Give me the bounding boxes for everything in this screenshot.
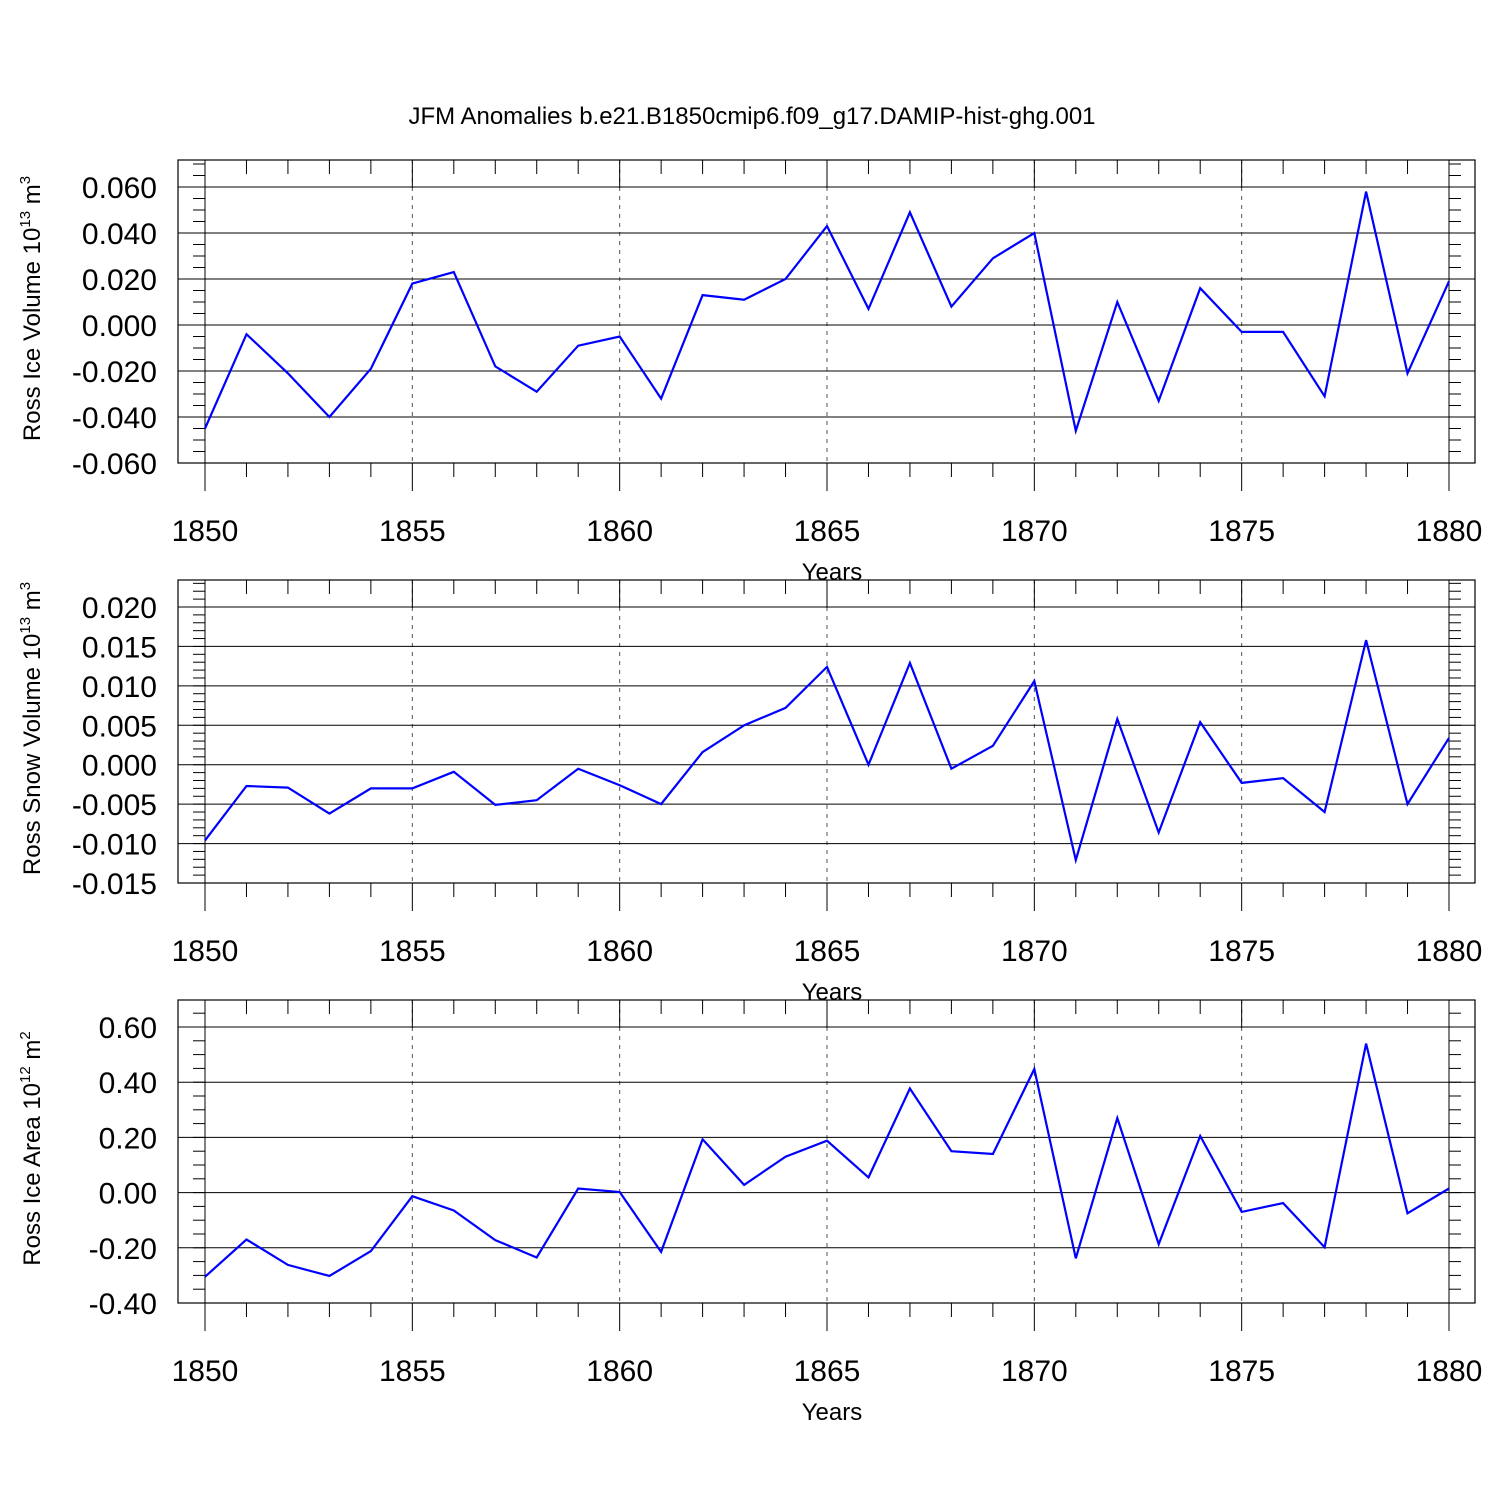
x-tick-label: 1855 <box>379 1355 446 1388</box>
x-axis-title: Years <box>802 559 863 586</box>
series-line-1 <box>204 1043 1450 1278</box>
y-tick-label: 0.60 <box>99 1012 157 1045</box>
y-tick-label: 0.005 <box>82 710 157 743</box>
y-axis-title: Ross Ice Volume 1013 m3 <box>17 176 46 441</box>
y-tick-label: 0.20 <box>99 1122 157 1155</box>
x-tick-label: 1875 <box>1208 1355 1275 1388</box>
y-tick-label: 0.060 <box>82 172 157 205</box>
chart-panel-2: 1850 1855 1860 1865 1870 1875 1880 -0.015 -0.010… <box>17 579 1483 1006</box>
x-tick-label: 1850 <box>172 935 239 968</box>
y-tick-label: -0.20 <box>89 1233 157 1266</box>
x-tick-label: 1860 <box>586 1355 653 1388</box>
y-tick-label: -0.040 <box>72 402 157 435</box>
x-tick-label: 1865 <box>794 935 861 968</box>
x-tick-label: 1860 <box>586 515 653 548</box>
y-tick-label: 0.40 <box>99 1067 157 1100</box>
y-tick-label: -0.005 <box>72 789 157 822</box>
y-axis-title: Ross Snow Volume 1013 m3 <box>17 582 46 875</box>
x-tick-label: 1855 <box>379 935 446 968</box>
y-tick-label: 0.010 <box>82 671 157 704</box>
x-axis-title: Years <box>802 979 863 1006</box>
y-tick-label: 0.000 <box>82 310 157 343</box>
x-tick-label: 1850 <box>172 515 239 548</box>
y-tick-label: 0.040 <box>82 218 157 251</box>
chart-panel-1: 1850 1855 1860 1865 1870 1875 1880 -0.060 -0.040… <box>17 159 1483 586</box>
y-tick-label: -0.060 <box>72 448 157 481</box>
x-tick-label: 1880 <box>1416 1355 1483 1388</box>
y-tick-label: -0.020 <box>72 356 157 389</box>
x-tick-label: 1880 <box>1416 935 1483 968</box>
x-tick-label: 1870 <box>1001 935 1068 968</box>
x-axis-title: Years <box>802 1399 863 1426</box>
y-tick-label: 0.020 <box>82 592 157 625</box>
x-tick-label: 1870 <box>1001 515 1068 548</box>
y-tick-label: -0.010 <box>72 829 157 862</box>
series-line-1 <box>204 639 1450 865</box>
x-tick-label: 1865 <box>794 1355 861 1388</box>
y-tick-label: 0.020 <box>82 264 157 297</box>
x-tick-label: 1875 <box>1208 515 1275 548</box>
y-tick-label: 0.00 <box>99 1178 157 1211</box>
x-tick-label: 1860 <box>586 935 653 968</box>
y-tick-label: -0.40 <box>89 1288 157 1321</box>
x-tick-label: 1875 <box>1208 935 1275 968</box>
y-tick-label: 0.015 <box>82 631 157 664</box>
y-axis-title: Ross Ice Area 1012 m2 <box>17 1031 46 1265</box>
x-tick-label: 1865 <box>794 515 861 548</box>
x-tick-label: 1880 <box>1416 515 1483 548</box>
series-line-1 <box>203 191 1451 436</box>
y-tick-label: -0.015 <box>72 868 157 901</box>
chart-panel-3: 1850 1855 1860 1865 1870 1875 1880 -0.40 -0.20 0.… <box>17 999 1483 1426</box>
x-tick-label: 1870 <box>1001 1355 1068 1388</box>
x-tick-label: 1855 <box>379 515 446 548</box>
y-tick-label: 0.000 <box>82 750 157 783</box>
x-tick-label: 1850 <box>172 1355 239 1388</box>
figure-title: JFM Anomalies b.e21.B1850cmip6.f09_g17.D… <box>408 103 1095 130</box>
